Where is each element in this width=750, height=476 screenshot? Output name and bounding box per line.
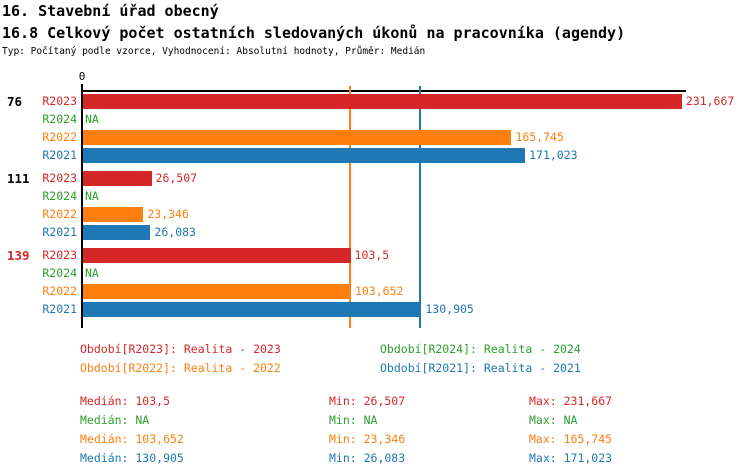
stat-median-r2023: Medián: 103,5: [80, 394, 171, 408]
legend-item-r2023: Období[R2023]: Realita - 2023: [80, 342, 281, 356]
bar-r2022: [83, 207, 144, 222]
year-label-r2023: R2023: [42, 248, 77, 262]
stat-max-r2024: Max: NA: [529, 413, 578, 427]
legend-item-r2024: Období[R2024]: Realita - 2024: [380, 342, 581, 356]
year-label-r2024: R2024: [42, 112, 77, 126]
bar-value-label: 103,652: [354, 284, 404, 298]
bar-value-label: 165,745: [515, 130, 564, 144]
x-axis-line: [81, 90, 686, 92]
year-label-r2024: R2024: [42, 266, 77, 280]
bar-r2023: [83, 248, 351, 263]
stat-max-r2022: Max: 165,745: [529, 432, 613, 446]
year-label-r2021: R2021: [42, 302, 77, 316]
year-label-r2022: R2022: [42, 207, 77, 221]
bar-chart: 76 R2023 231,667 R2024 NA R2022 165,745 R2021 17…: [7, 86, 735, 328]
report-title: 16. Stavební úřad obecný: [2, 2, 219, 20]
na-value-label: NA: [85, 189, 99, 203]
bar-value-label: 23,346: [147, 207, 189, 221]
na-value-label: NA: [85, 266, 99, 280]
bar-r2021: [83, 225, 151, 240]
legend-item-r2022: Období[R2022]: Realita - 2022: [80, 361, 281, 375]
bar-value-label: 103,5: [354, 248, 390, 262]
year-label-r2023: R2023: [42, 171, 77, 185]
bar-r2021: [83, 302, 422, 317]
bar-value-label: 26,507: [155, 171, 198, 185]
year-label-r2022: R2022: [42, 130, 77, 144]
year-label-r2024: R2024: [42, 189, 77, 203]
median-line-r2021: [419, 86, 422, 328]
indicator-title: 16.8 Celkový počet ostatních sledovaných…: [2, 24, 626, 42]
y-axis-line: [81, 84, 83, 328]
stat-min-r2021: Min: 26,083: [329, 451, 406, 465]
stat-min-r2024: Min: NA: [329, 413, 378, 427]
year-label-r2021: R2021: [42, 148, 77, 162]
bar-r2023: [83, 94, 682, 109]
group-label: 111: [7, 171, 30, 186]
bar-r2022: [83, 130, 512, 145]
na-value-label: NA: [85, 112, 99, 126]
group-label: 76: [7, 94, 23, 109]
stat-min-r2022: Min: 23,346: [329, 432, 406, 446]
bar-value-label: 130,905: [425, 302, 474, 316]
bar-value-label: 26,083: [154, 225, 196, 239]
bar-r2023: [83, 171, 152, 186]
stat-min-r2023: Min: 26,507: [329, 394, 406, 408]
stat-median-r2022: Medián: 103,652: [80, 432, 184, 446]
year-label-r2023: R2023: [42, 94, 77, 108]
stat-max-r2023: Max: 231,667: [529, 394, 613, 408]
year-label-r2021: R2021: [42, 225, 77, 239]
year-label-r2022: R2022: [42, 284, 77, 298]
stat-max-r2021: Max: 171,023: [529, 451, 613, 465]
median-line-r2022: [348, 86, 351, 328]
indicator-subtitle: Typ: Počítaný podle vzorce, Vyhodnocení:…: [2, 46, 426, 57]
stat-median-r2021: Medián: 130,905: [80, 451, 184, 465]
legend-item-r2021: Období[R2021]: Realita - 2021: [380, 361, 581, 375]
group-label: 139: [7, 248, 30, 263]
bar-value-label: 171,023: [529, 148, 578, 162]
bar-value-label: 231,667: [685, 94, 735, 108]
axis-zero-tick-label: 0: [78, 70, 86, 83]
bar-r2022: [83, 284, 351, 299]
bar-r2021: [83, 148, 526, 163]
stat-median-r2024: Medián: NA: [80, 413, 150, 427]
